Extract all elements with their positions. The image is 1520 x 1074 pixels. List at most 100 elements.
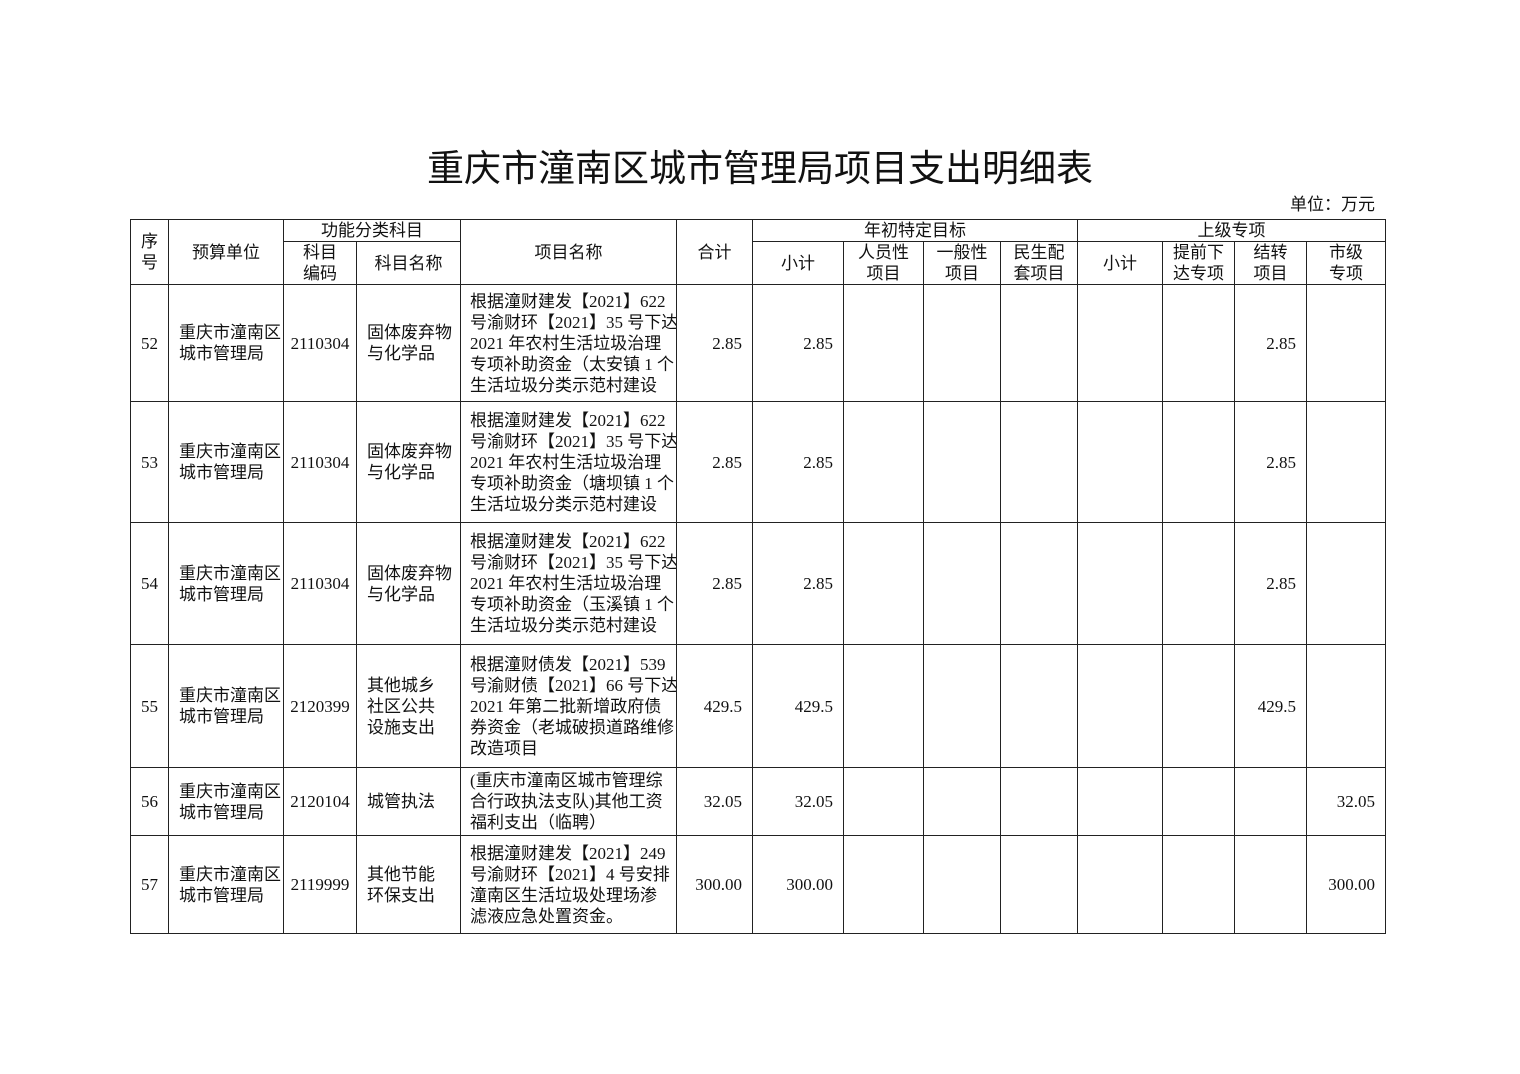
total-cell: 32.05 xyxy=(676,767,753,836)
cell-text: 与化学品 xyxy=(367,584,435,604)
code-cell: 2110304 xyxy=(283,522,357,645)
cell-text: 科目 xyxy=(303,243,337,262)
livelihood-cell xyxy=(1000,767,1078,836)
cell-text: 滤液应急处置资金。 xyxy=(470,906,623,926)
cell-text: 固体废弃物 xyxy=(367,563,452,583)
cell-text: 2.85 xyxy=(803,333,833,353)
cell-text: 2120104 xyxy=(290,792,350,811)
livelihood-cell xyxy=(1000,522,1078,645)
general-cell xyxy=(923,284,1001,402)
cell-text: 市级 xyxy=(1329,243,1363,262)
cell-text: 300.00 xyxy=(695,875,742,894)
city-cell xyxy=(1306,401,1386,523)
cell-text: 项目 xyxy=(945,264,979,283)
header-city: 市级 专项 xyxy=(1306,241,1386,285)
cell-text: 小计 xyxy=(1103,253,1137,273)
cell-text: 城市管理局 xyxy=(179,463,264,482)
city-cell xyxy=(1306,644,1386,768)
upper-sub-cell xyxy=(1077,284,1163,402)
cell-text: 套项目 xyxy=(1013,264,1065,283)
cell-text: 城市管理局 xyxy=(179,344,264,363)
cell-text: 2021 年农村生活垃圾治理 xyxy=(470,333,662,353)
cell-text: 改造项目 xyxy=(470,738,538,758)
seq-cell: 57 xyxy=(130,835,169,934)
livelihood-cell xyxy=(1000,835,1078,934)
cell-text: 300.00 xyxy=(786,875,833,894)
target-sub-cell: 2.85 xyxy=(752,401,844,523)
cell-text: 其他城乡 xyxy=(367,675,435,695)
cell-text: 300.00 xyxy=(1328,875,1375,894)
header-project: 项目名称 xyxy=(460,219,677,285)
cell-text: 52 xyxy=(141,333,158,353)
cell-text: 重庆市潼南区 xyxy=(179,323,281,342)
expense-table: 序号预算单位 功能分类科目 项目名称 合计 年初特定目标 上级专项 科目 编码 科目名称 小计 人员… xyxy=(130,219,1386,934)
cell-text: 号渝财债【2021】66 号下达 xyxy=(470,675,676,695)
carryover-cell xyxy=(1234,835,1307,934)
header-function-group: 功能分类科目 xyxy=(283,219,461,242)
cell-text: 环保支出 xyxy=(367,885,435,905)
cell-text: 城管执法 xyxy=(367,792,435,811)
cell-text: 号渝财环【2021】35 号下达 xyxy=(470,431,676,451)
cell-text: 53 xyxy=(141,452,158,472)
cell-text: 号渝财环【2021】35 号下达 xyxy=(470,553,676,572)
general-cell xyxy=(923,835,1001,934)
cell-text: 与化学品 xyxy=(367,463,435,482)
cell-text: 重庆市潼南区 xyxy=(179,781,281,801)
cell-text: 上级专项 xyxy=(1197,221,1266,240)
cell-text: 固体废弃物 xyxy=(367,442,452,461)
cell-text: 城市管理局 xyxy=(179,885,264,905)
carryover-cell: 2.85 xyxy=(1234,284,1307,402)
cell-text: 根据潼财债发【2021】539 xyxy=(470,654,666,674)
code-cell: 2119999 xyxy=(283,835,357,934)
total-cell: 2.85 xyxy=(676,522,753,645)
cell-text: 429.5 xyxy=(1257,696,1296,716)
cell-text: 重庆市潼南区 xyxy=(179,442,281,461)
header-advance: 提前下 达专项 xyxy=(1162,241,1235,285)
cell-text: 专项补助资金（塘坝镇 1 个 xyxy=(470,473,674,493)
header-general: 一般性 项目 xyxy=(923,241,1001,285)
header-code: 科目 编码 xyxy=(283,241,357,285)
unit-cell: 重庆市潼南区 城市管理局 xyxy=(168,835,284,934)
cell-text: 号渝财环【2021】35 号下达 xyxy=(470,312,676,332)
header-livelihood: 民生配 套项目 xyxy=(1000,241,1078,285)
cell-text: 城市管理局 xyxy=(179,584,264,604)
cell-text: 根据潼财建发【2021】622 xyxy=(470,532,666,551)
seq-cell: 55 xyxy=(130,644,169,768)
city-cell xyxy=(1306,284,1386,402)
cell-text: 2.85 xyxy=(1266,333,1296,353)
carryover-cell: 2.85 xyxy=(1234,522,1307,645)
cell-text: 专项 xyxy=(1329,264,1363,283)
seq-cell: 56 xyxy=(130,767,169,836)
cell-text: 合行政执法支队)其他工资 xyxy=(470,792,663,811)
advance-cell xyxy=(1162,522,1235,645)
cell-text: 编码 xyxy=(303,264,337,283)
cell-text: 57 xyxy=(141,875,158,894)
cell-text: 根据潼财建发【2021】249 xyxy=(470,843,666,863)
city-cell: 300.00 xyxy=(1306,835,1386,934)
cell-text: 重庆市潼南区 xyxy=(179,864,281,884)
cell-text: 科目名称 xyxy=(374,253,443,273)
advance-cell xyxy=(1162,284,1235,402)
general-cell xyxy=(923,767,1001,836)
table-row: 54 重庆市潼南区 城市管理局 2110304 固体废弃物 与化学品 根据潼财建发【2021… xyxy=(130,522,1386,645)
advance-cell xyxy=(1162,644,1235,768)
cell-text: 合计 xyxy=(697,242,732,262)
upper-sub-cell xyxy=(1077,767,1163,836)
cell-text: 32.05 xyxy=(1336,792,1375,811)
cell-text: 设施支出 xyxy=(367,717,435,737)
table-row: 57 重庆市潼南区 城市管理局 2119999 其他节能 环保支出 根据潼财建发【2021】… xyxy=(130,835,1386,934)
cell-text: 2.85 xyxy=(1266,574,1296,593)
header-carryover: 结转 项目 xyxy=(1234,241,1307,285)
total-cell: 300.00 xyxy=(676,835,753,934)
unit-cell: 重庆市潼南区 城市管理局 xyxy=(168,522,284,645)
general-cell xyxy=(923,522,1001,645)
header-row: 科目 编码 科目名称 小计 人员性 项目 一般性 项目 民生配 套项目 小计 提前下 达专项 结转 项目 市级… xyxy=(131,241,1386,285)
cell-text: 号 xyxy=(141,253,158,272)
header-upper-subtotal: 小计 xyxy=(1077,241,1163,285)
code-cell: 2120104 xyxy=(283,767,357,836)
cell-text: 项目 xyxy=(1253,264,1288,283)
cell-text: 福利支出（临聘） xyxy=(470,813,606,832)
cell-text: 社区公共 xyxy=(367,696,435,716)
subject-cell: 固体废弃物 与化学品 xyxy=(356,284,461,402)
cell-text: 其他节能 xyxy=(367,864,435,884)
